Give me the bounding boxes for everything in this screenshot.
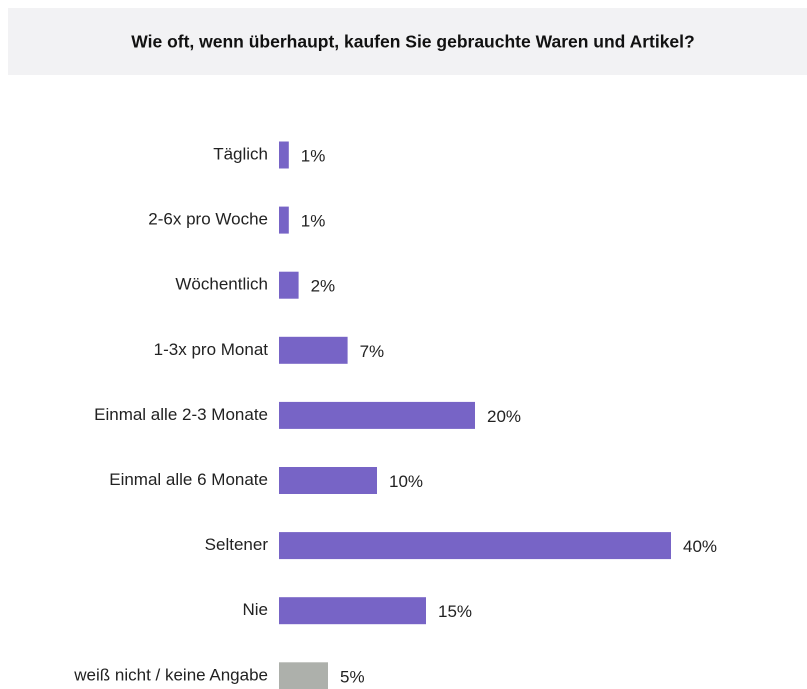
value-label: 40% <box>683 537 717 556</box>
value-label: 5% <box>340 667 365 686</box>
category-label: 2-6x pro Woche <box>148 210 268 229</box>
category-label: Nie <box>242 600 268 619</box>
bar <box>279 271 299 299</box>
value-label: 20% <box>487 407 521 426</box>
category-label: Einmal alle 2-3 Monate <box>94 405 268 424</box>
bar <box>279 532 671 560</box>
title-band <box>8 8 807 75</box>
bar <box>279 467 377 494</box>
bar <box>279 141 289 169</box>
value-label: 10% <box>389 472 423 491</box>
bar <box>279 662 328 689</box>
value-label: 1% <box>301 212 326 231</box>
value-label: 1% <box>301 146 326 165</box>
category-label: 1-3x pro Monat <box>154 340 269 359</box>
category-label: weiß nicht / keine Angabe <box>73 665 268 684</box>
category-label: Einmal alle 6 Monate <box>109 470 268 489</box>
category-label: Seltener <box>205 535 269 554</box>
chart-title: Wie oft, wenn überhaupt, kaufen Sie gebr… <box>131 32 694 52</box>
bar <box>279 401 475 429</box>
category-label: Täglich <box>213 144 268 163</box>
category-label: Wöchentlich <box>175 275 268 294</box>
value-label: 15% <box>438 602 472 621</box>
bar <box>279 206 289 234</box>
bar <box>279 597 426 625</box>
value-label: 2% <box>311 277 336 296</box>
value-label: 7% <box>360 342 385 361</box>
bar <box>279 336 348 364</box>
